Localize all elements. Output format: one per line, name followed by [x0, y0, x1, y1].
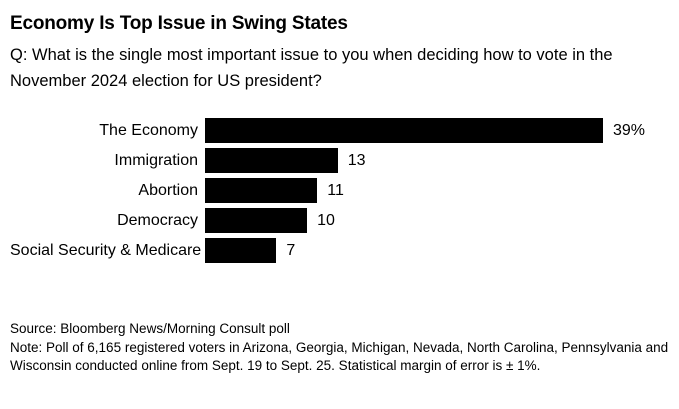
- category-label: Democracy: [117, 211, 198, 229]
- category-label: The Economy: [99, 121, 198, 139]
- bar-row: Democracy 10: [10, 208, 669, 233]
- bar: [205, 238, 277, 263]
- bar-row: Abortion 11: [10, 178, 669, 203]
- source-line: Source: Bloomberg News/Morning Consult p…: [10, 321, 290, 336]
- chart-question-subtitle: Q: What is the single most important iss…: [10, 46, 613, 90]
- category-label: Social Security & Medicare: [10, 241, 202, 259]
- bar: [205, 208, 308, 233]
- value-label: 7: [286, 241, 296, 259]
- bar-row: The Economy 39%: [10, 118, 669, 143]
- bar: [205, 178, 318, 203]
- chart-title: Economy Is Top Issue in Swing States: [10, 13, 348, 34]
- bar-chart: The Economy 39% Immigration 13 Abortion 11 Dem…: [10, 118, 669, 263]
- value-label: 13: [347, 151, 366, 169]
- value-label: 11: [327, 181, 344, 199]
- note-line: Note: Poll of 6,165 registered voters in…: [10, 339, 669, 374]
- category-label: Immigration: [114, 151, 198, 169]
- bar-row: Immigration 13: [10, 148, 669, 173]
- chart-container: Economy Is Top Issue in Swing States Q: …: [10, 13, 669, 376]
- value-label: 39%: [613, 121, 646, 139]
- category-label: Abortion: [138, 181, 198, 199]
- bar: [205, 148, 338, 173]
- bar: [205, 118, 603, 143]
- value-label: 10: [317, 211, 335, 229]
- bar-row: Social Security & Medicare 7: [10, 238, 669, 263]
- chart-footer: Source: Bloomberg News/Morning Consult p…: [10, 320, 669, 376]
